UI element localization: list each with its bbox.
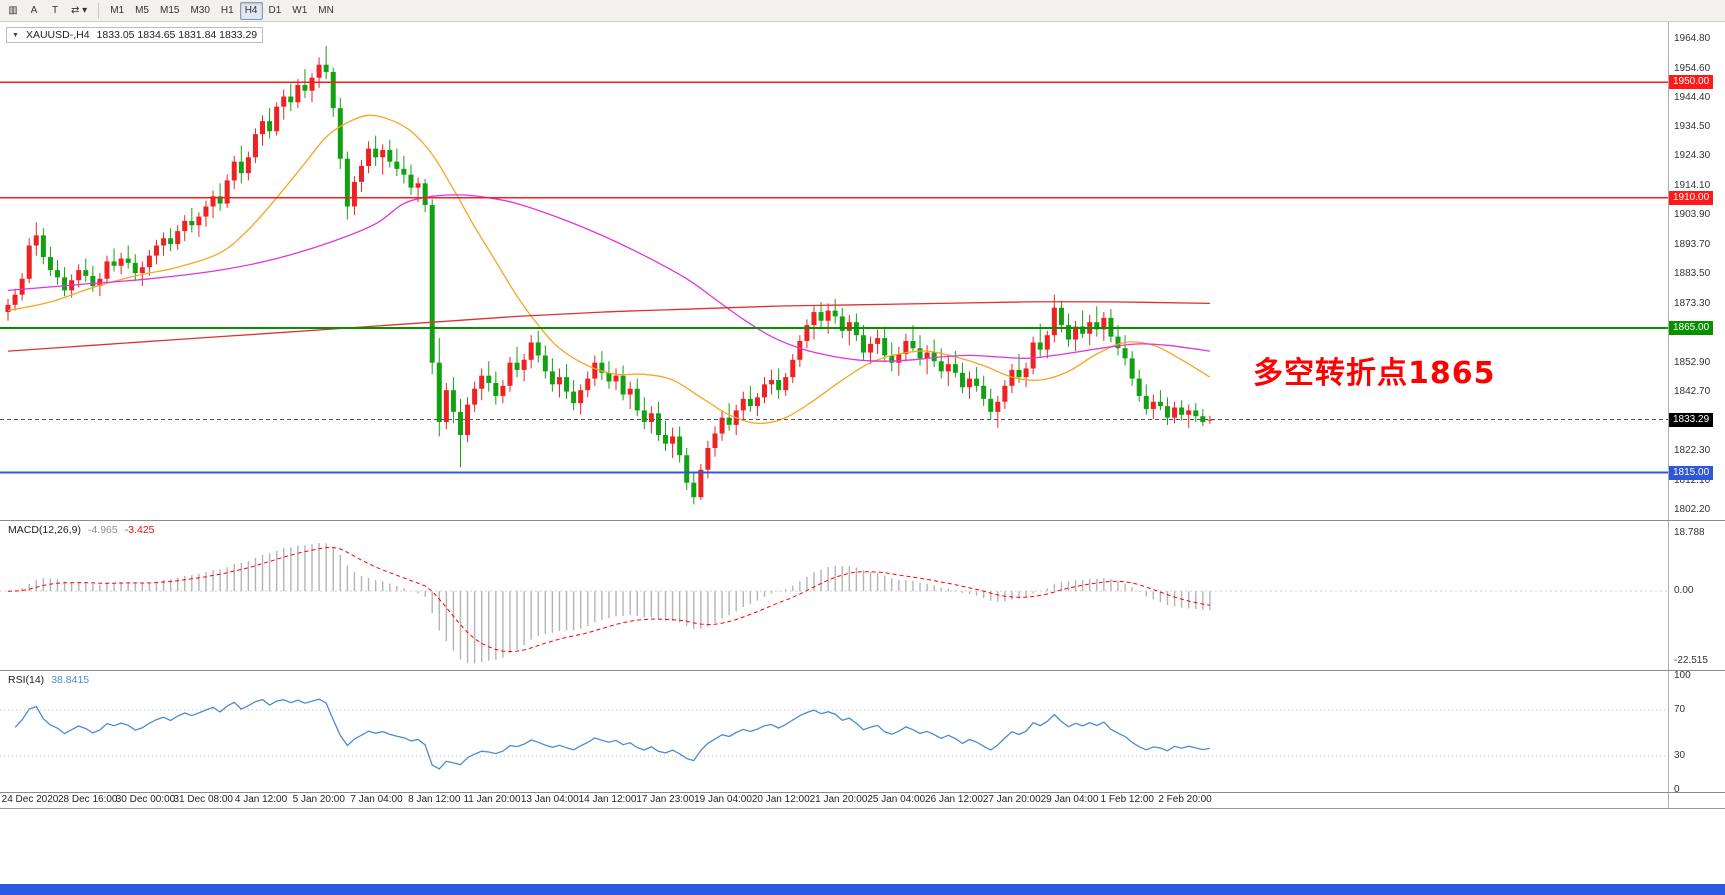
price-axis-label: 1934.50 — [1674, 120, 1711, 132]
timeframe-button-m30[interactable]: M30 — [185, 2, 214, 20]
price-axis-label: 1944.40 — [1674, 92, 1711, 104]
top-toolbar: ▥ A T ⇄ ▾ M1 M5 M15 M30 H1 H4 D1 W1 MN — [0, 0, 1725, 22]
macd-axis-label: 18.788 — [1674, 526, 1705, 538]
macd-indicator-label: MACD(12,26,9) -4.965 -3.425 — [8, 524, 155, 536]
macd-signal-value: -3.425 — [124, 524, 155, 536]
panel-separator-macd[interactable] — [0, 520, 1725, 521]
x-axis-label: 1 Feb 12:00 — [1100, 794, 1154, 805]
macd-signal-line — [7, 546, 1210, 653]
x-axis-label: 13 Jan 04:00 — [520, 794, 579, 805]
ma-slow-red — [7, 301, 1210, 352]
x-axis-label: 27 Jan 20:00 — [982, 794, 1041, 805]
level-price-label: 1910.00 — [1669, 190, 1714, 205]
timeframe-toolbar: M1 M5 M15 M30 H1 H4 D1 W1 MN — [105, 1, 339, 20]
bottom-taskbar-strip — [0, 884, 1725, 895]
price-axis-label: 1893.70 — [1674, 238, 1711, 250]
current-price-label: 1833.29 — [1669, 412, 1714, 427]
price-axis-label: 1842.70 — [1674, 386, 1711, 398]
x-axis-label: 26 Jan 12:00 — [925, 794, 983, 805]
annotation-text[interactable]: 多空转折点1865 — [1253, 356, 1496, 391]
x-axis-label: 30 Dec 00:00 — [115, 794, 176, 805]
x-axis-label: 19 Jan 04:00 — [694, 794, 752, 805]
timeframe-button-d1[interactable]: D1 — [264, 2, 287, 20]
rsi-name: RSI(14) — [8, 674, 45, 686]
rsi-axis-label: 30 — [1674, 749, 1686, 761]
scale-arrows-icon[interactable]: ⇄ ▾ — [66, 2, 92, 20]
price-axis-label: 1924.30 — [1674, 150, 1711, 162]
x-axis-label: 29 Jan 04:00 — [1040, 794, 1099, 805]
toolbar-separator — [98, 2, 100, 19]
price-axis-label: 1964.80 — [1674, 33, 1711, 45]
timeframe-button-h1[interactable]: H1 — [216, 2, 239, 20]
chevron-down-icon[interactable]: ▼ — [12, 31, 19, 39]
timeframe-button-m15[interactable]: M15 — [155, 2, 184, 20]
price-axis-label: 1822.30 — [1674, 445, 1711, 457]
panel-separator-rsi[interactable] — [0, 670, 1725, 671]
x-axis-label: 28 Dec 16:00 — [58, 794, 118, 805]
time-axis: 24 Dec 2020 28 Dec 16:00 30 Dec 00:00 31 De… — [0, 794, 1668, 808]
text-label-a-icon[interactable]: A — [24, 2, 44, 20]
x-axis-label: 2 Feb 20:00 — [1158, 794, 1212, 805]
price-axis-label: 1954.60 — [1674, 62, 1711, 74]
timeframe-button-m1[interactable]: M1 — [105, 2, 129, 20]
ma-fast-orange — [7, 114, 1211, 425]
new-chart-icon[interactable]: ▥ — [3, 2, 23, 20]
price-axis-label: 1873.30 — [1674, 297, 1711, 309]
macd-axis-label: -22.515 — [1674, 655, 1708, 667]
macd-histogram — [14, 543, 1211, 664]
macd-main-value: -4.965 — [87, 524, 118, 536]
rsi-axis-label: 0 — [1674, 784, 1680, 795]
ma-mid-magenta — [7, 194, 1210, 362]
text-tool-icon[interactable]: T — [45, 2, 65, 20]
price-axis-label: 1883.50 — [1674, 268, 1711, 280]
x-axis-label: 11 Jan 20:00 — [463, 794, 521, 805]
x-axis-label: 17 Jan 23:00 — [636, 794, 695, 805]
x-axis-label: 24 Dec 2020 — [1, 794, 59, 805]
chart-bottom-border — [0, 808, 1725, 809]
rsi-line — [14, 698, 1211, 770]
price-axis-label: 1903.90 — [1674, 209, 1711, 221]
x-axis-label: 20 Jan 12:00 — [751, 794, 810, 805]
rsi-value: 38.8415 — [51, 674, 90, 686]
level-price-label: 1950.00 — [1669, 75, 1714, 90]
macd-axis-label: 0.00 — [1674, 585, 1694, 597]
rsi-indicator-label: RSI(14) 38.8415 — [8, 674, 89, 686]
symbol-title: XAUUSD-,H4 — [25, 29, 90, 41]
macd-panel-canvas[interactable] — [0, 520, 1668, 670]
x-axis-label: 31 Dec 08:00 — [173, 794, 234, 805]
price-axis-label: 1852.90 — [1674, 356, 1711, 368]
macd-name: MACD(12,26,9) — [8, 524, 81, 536]
x-axis-label: 8 Jan 12:00 — [408, 794, 461, 805]
timeframe-button-mn[interactable]: MN — [313, 2, 339, 20]
price-chart-canvas[interactable] — [0, 22, 1668, 520]
level-price-label: 1815.00 — [1669, 465, 1714, 480]
price-axis: 1964.80 1954.60 1944.40 1934.50 1924.30 1914.… — [1668, 22, 1725, 808]
x-axis-label: 21 Jan 20:00 — [809, 794, 868, 805]
timeframe-button-m5[interactable]: M5 — [130, 2, 154, 20]
price-axis-label: 1914.10 — [1674, 179, 1711, 191]
price-axis-label: 1802.20 — [1674, 503, 1711, 515]
price-axis-label: 1812.10 — [1674, 474, 1711, 486]
panel-separator-time — [0, 792, 1725, 793]
level-price-label: 1865.00 — [1669, 320, 1714, 335]
horizontal-levels-layer[interactable] — [0, 81, 1668, 474]
timeframe-button-w1[interactable]: W1 — [287, 2, 312, 20]
symbol-header: ▼ XAUUSD-,H4 1833.05 1834.65 1831.84 183… — [6, 27, 264, 43]
rsi-panel-canvas[interactable] — [0, 670, 1668, 792]
drawing-tools-group: ▥ A T ⇄ ▾ — [3, 2, 92, 20]
x-axis-label: 25 Jan 04:00 — [867, 794, 926, 805]
rsi-axis-label: 100 — [1674, 670, 1691, 681]
x-axis-label: 7 Jan 04:00 — [350, 794, 403, 805]
moving-averages-layer — [7, 114, 1211, 425]
x-axis-label: 5 Jan 20:00 — [292, 794, 345, 805]
rsi-axis-label: 70 — [1674, 704, 1686, 716]
x-axis-label: 14 Jan 12:00 — [578, 794, 637, 805]
symbol-ohlc-values: 1833.05 1834.65 1831.84 1833.29 — [96, 29, 258, 41]
timeframe-button-h4[interactable]: H4 — [239, 1, 263, 20]
x-axis-label: 4 Jan 12:00 — [234, 794, 288, 805]
